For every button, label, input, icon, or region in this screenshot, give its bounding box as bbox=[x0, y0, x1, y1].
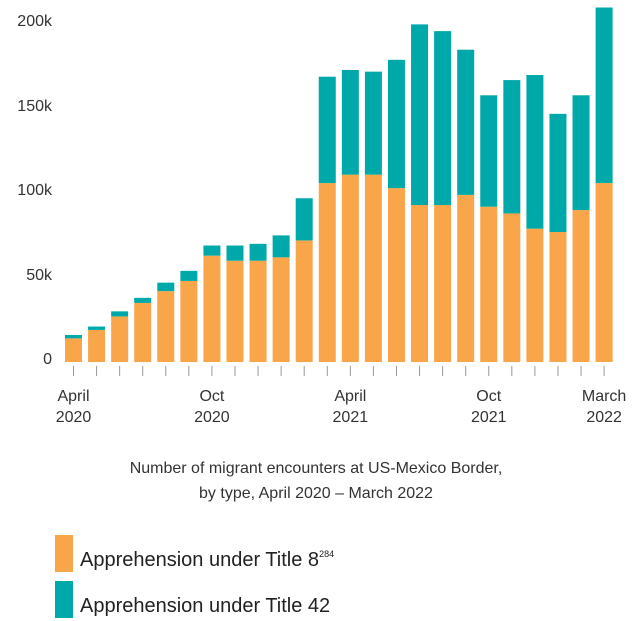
bar-segment bbox=[595, 7, 613, 184]
y-tick-label: 0 bbox=[43, 351, 52, 368]
chart bbox=[65, 7, 613, 376]
bar-segment bbox=[134, 302, 152, 362]
bar-segment bbox=[226, 245, 244, 261]
bar-segment bbox=[503, 213, 521, 362]
bar-segment bbox=[65, 334, 82, 339]
bar-segment bbox=[272, 235, 290, 258]
bar-segment bbox=[249, 260, 267, 362]
bar-segment bbox=[226, 260, 244, 362]
bar-segment bbox=[457, 194, 475, 362]
bar-segment bbox=[480, 206, 498, 362]
bar-segment bbox=[249, 243, 267, 261]
bar-segment bbox=[295, 198, 313, 241]
y-tick-label: 150k bbox=[17, 97, 52, 115]
bar-segment bbox=[549, 113, 567, 233]
bar-segment bbox=[595, 183, 613, 362]
bar-segment bbox=[503, 80, 521, 214]
legend-swatch bbox=[55, 535, 73, 572]
x-tick-label: Oct 2021 bbox=[470, 388, 507, 426]
bar-segment bbox=[111, 311, 129, 317]
bar-segment bbox=[526, 75, 544, 229]
bar-segment bbox=[295, 240, 313, 362]
legend-text: Apprehension under Title 8 bbox=[80, 549, 320, 571]
y-tick-label: 200k bbox=[17, 13, 52, 31]
bar-segment bbox=[180, 280, 198, 362]
bar-segment bbox=[364, 174, 382, 362]
x-tick-label: Oct 2020 bbox=[194, 388, 230, 426]
bar-segment bbox=[480, 95, 498, 207]
legend-label: Apprehension under Title 42 bbox=[80, 595, 330, 618]
y-tick-label: 100k bbox=[17, 182, 52, 200]
bar-segment bbox=[134, 297, 152, 303]
footnote-ref: 284 bbox=[319, 549, 335, 559]
x-tick-label: March 2022 bbox=[581, 388, 627, 426]
y-tick-label: 50k bbox=[26, 266, 52, 284]
bar-segment bbox=[572, 210, 590, 362]
caption: Number of migrant encounters at US-Mexic… bbox=[129, 460, 503, 502]
bar-segment bbox=[88, 326, 106, 330]
legend-swatch bbox=[55, 581, 73, 618]
legend-label: Apprehension under Title 8284 bbox=[80, 549, 334, 572]
bar-segment bbox=[157, 282, 175, 292]
x-tick-label: April 2021 bbox=[332, 388, 369, 426]
bar-segment bbox=[572, 95, 590, 211]
bar-segment bbox=[549, 232, 567, 362]
bar-segment bbox=[157, 291, 175, 362]
bar-segment bbox=[180, 270, 198, 281]
bar-segment bbox=[387, 188, 405, 362]
bar-segment bbox=[111, 316, 129, 362]
bar-segment bbox=[203, 245, 221, 256]
bar-segment bbox=[457, 49, 475, 195]
bar-segment bbox=[526, 228, 544, 362]
bar-segment bbox=[203, 255, 221, 362]
bar-segment bbox=[364, 71, 382, 175]
x-tick-label: April 2020 bbox=[55, 388, 92, 426]
legend-text: Apprehension under Title 42 bbox=[80, 595, 331, 617]
bar-segment bbox=[434, 31, 452, 206]
bar-segment bbox=[411, 24, 429, 206]
bar-segment bbox=[341, 174, 359, 362]
bar-segment bbox=[434, 205, 452, 362]
bar-segment bbox=[272, 257, 290, 362]
bar-segment bbox=[65, 338, 82, 362]
bar-segment bbox=[387, 59, 405, 189]
bar-segment bbox=[341, 69, 359, 175]
bar-segment bbox=[318, 76, 336, 184]
bar-segment bbox=[411, 205, 429, 362]
bar-segment bbox=[88, 329, 106, 362]
bar-segment bbox=[318, 183, 336, 362]
